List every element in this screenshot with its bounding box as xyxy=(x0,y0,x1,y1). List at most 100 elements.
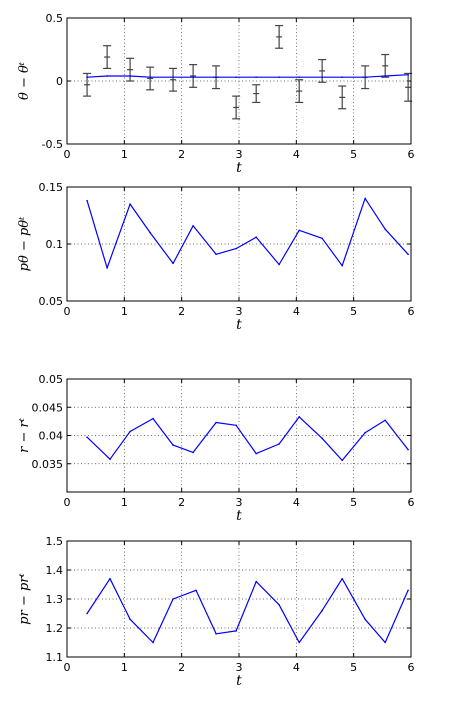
y-tick-label: 0.04 xyxy=(39,430,64,443)
x-tick-label: 1 xyxy=(121,661,128,674)
data-point xyxy=(341,459,344,462)
data-point xyxy=(341,76,344,79)
data-point xyxy=(86,436,88,438)
data-point xyxy=(298,76,301,79)
x-tick-label: 4 xyxy=(293,496,300,509)
error-bar xyxy=(318,58,327,83)
x-tick-label: 3 xyxy=(236,661,243,674)
error-bar xyxy=(232,95,241,120)
plot-frame xyxy=(66,378,412,493)
x-tick-label: 3 xyxy=(236,148,243,161)
data-point xyxy=(341,577,344,580)
x-tick-label: 0 xyxy=(64,305,71,318)
data-point xyxy=(407,73,409,76)
y-axis-label: r − rᵗ xyxy=(17,417,32,453)
data-point xyxy=(172,262,174,265)
y-tick-label: 0 xyxy=(56,75,63,88)
x-tick-label: 5 xyxy=(350,496,357,509)
data-point xyxy=(321,609,323,612)
y-tick-label: 0.045 xyxy=(32,401,64,414)
chart-panel-2: 0 1 2 3 4 5 6 0.05 0.1 0.15 t pθ − pθᵗ xyxy=(17,181,415,333)
data-point xyxy=(298,416,301,418)
x-tick-label: 5 xyxy=(350,148,357,161)
data-point xyxy=(129,430,131,433)
x-tick-label: 2 xyxy=(178,148,185,161)
data-point xyxy=(235,247,237,250)
chart-panel-4: 0 1 2 3 4 5 6 1.1 1.2 1.3 1.4 1.5 t pr − prᵗ xyxy=(17,535,415,689)
x-tick-label: 1 xyxy=(121,305,128,318)
data-point xyxy=(364,197,366,200)
y-tick-label: -0.5 xyxy=(42,138,63,151)
data-point xyxy=(215,253,217,256)
data-point xyxy=(235,630,237,632)
x-tick-label: 2 xyxy=(178,496,185,509)
y-tick-label: 0.05 xyxy=(39,295,64,308)
data-point xyxy=(129,75,131,77)
x-tick-label: 6 xyxy=(408,305,415,318)
data-point xyxy=(86,76,88,79)
data-point xyxy=(86,612,88,615)
error-bar xyxy=(381,53,390,78)
x-tick-label: 0 xyxy=(64,148,71,161)
series-line xyxy=(86,416,409,461)
data-point xyxy=(235,76,237,79)
y-axis-label: θ − θᵗ xyxy=(17,61,32,100)
y-tick-label: 0.1 xyxy=(46,238,64,251)
data-point xyxy=(255,580,257,583)
data-point xyxy=(152,417,154,420)
data-point xyxy=(215,633,217,635)
y-tick-label: 1.1 xyxy=(46,651,64,664)
data-point xyxy=(215,421,217,424)
y-tick-label: 1.2 xyxy=(46,622,64,635)
y-axis-label: pr − prᵗ xyxy=(17,572,32,624)
y-axis-label: pθ − pθᵗ xyxy=(17,216,32,271)
x-tick-label: 4 xyxy=(293,305,300,318)
x-tick-label: 3 xyxy=(236,496,243,509)
data-point xyxy=(407,253,409,256)
data-point xyxy=(321,437,323,440)
data-point xyxy=(109,458,111,461)
data-point xyxy=(235,424,237,427)
chart-panel-1: 0 1 2 3 4 5 6-0.500.5tθ − θᵗ xyxy=(17,12,415,176)
x-tick-label: 4 xyxy=(293,148,300,161)
x-tick-label: 6 xyxy=(408,496,415,509)
series-line xyxy=(87,74,409,78)
data-point xyxy=(341,264,344,267)
data-point xyxy=(215,76,217,79)
y-tick-label: 1.4 xyxy=(46,564,64,577)
data-point xyxy=(172,598,174,600)
x-tick-label: 5 xyxy=(350,305,357,318)
data-point xyxy=(384,75,387,77)
data-point xyxy=(86,199,88,202)
data-point xyxy=(129,203,131,205)
x-tick-label: 0 xyxy=(64,661,71,674)
data-point xyxy=(321,237,323,240)
data-point xyxy=(407,589,409,592)
data-point xyxy=(384,641,387,644)
x-axis-label: t xyxy=(236,673,242,689)
x-axis-label: t xyxy=(236,317,242,333)
error-bar xyxy=(146,66,155,91)
plot-frame xyxy=(66,17,412,145)
error-bar xyxy=(252,84,261,104)
x-tick-label: 6 xyxy=(408,148,415,161)
x-tick-label: 3 xyxy=(236,305,243,318)
error-bar xyxy=(338,85,347,110)
data-point xyxy=(195,589,197,592)
x-tick-label: 2 xyxy=(178,305,185,318)
x-tick-label: 0 xyxy=(64,496,71,509)
x-tick-label: 2 xyxy=(178,661,185,674)
y-tick-label: 0.05 xyxy=(39,373,64,386)
data-point xyxy=(278,443,280,445)
x-tick-label: 6 xyxy=(408,661,415,674)
x-tick-label: 1 xyxy=(121,148,128,161)
data-point xyxy=(278,76,280,79)
data-point xyxy=(278,604,280,606)
y-tick-label: 1.3 xyxy=(46,593,64,606)
data-point xyxy=(109,577,111,580)
data-point xyxy=(129,618,131,621)
data-point xyxy=(407,448,409,451)
data-point xyxy=(321,76,323,79)
data-point xyxy=(364,618,366,621)
